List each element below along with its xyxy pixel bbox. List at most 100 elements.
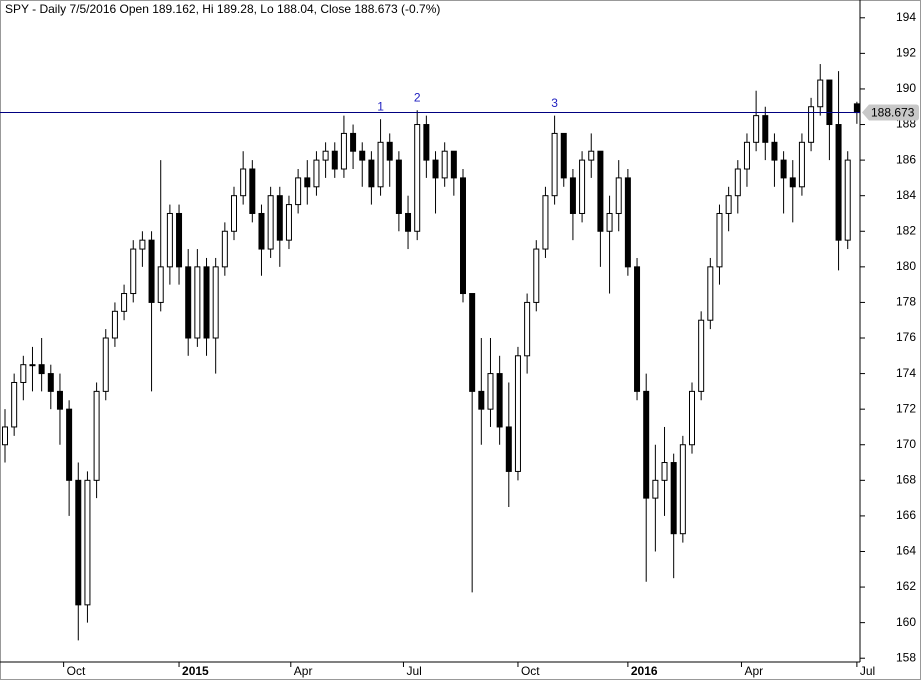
candle-body (139, 239, 146, 250)
y-tick-label: 170 (896, 437, 916, 451)
x-tick-label: Jul (860, 664, 875, 678)
candle-body (478, 390, 485, 410)
y-tick-label: 194 (896, 10, 916, 24)
candle-body (405, 212, 412, 232)
candle-body (285, 204, 292, 241)
x-tick-label: 2016 (631, 664, 658, 678)
candle-body (551, 132, 558, 197)
candle-body (725, 195, 732, 214)
candle-body (514, 355, 521, 472)
candle-body (579, 159, 586, 214)
candle-body (20, 364, 27, 383)
y-tick-label: 172 (896, 401, 916, 415)
candle-body (789, 177, 796, 188)
candle-body (231, 195, 237, 232)
candle-body (743, 141, 750, 170)
x-tick-label: Oct (67, 664, 86, 678)
candle-body (93, 390, 100, 481)
candle-body (377, 141, 384, 188)
candle-body (194, 266, 201, 339)
candle-body (423, 124, 430, 161)
candle-body (588, 150, 595, 161)
candle-body (11, 381, 18, 428)
y-tick-label: 176 (896, 330, 916, 344)
candle-body (734, 168, 741, 197)
candle-body (221, 230, 228, 268)
candle-body (615, 177, 622, 214)
candle-body (808, 106, 815, 143)
x-tick-label: Oct (521, 664, 540, 678)
candle-body (148, 239, 155, 303)
x-tick-label: Apr (294, 664, 313, 678)
candle-body (661, 462, 668, 481)
y-tick-label: 162 (896, 579, 916, 593)
candle-body (780, 159, 787, 179)
y-tick-label: 168 (896, 472, 916, 486)
candle-body (560, 132, 567, 179)
candle-body (185, 266, 192, 339)
candle-body (276, 195, 283, 241)
candle-body (505, 426, 512, 472)
candle-body (624, 177, 631, 268)
candle-body (368, 159, 375, 188)
y-tick-label: 178 (896, 295, 916, 309)
annotation: 3 (551, 96, 558, 110)
y-tick-label: 164 (896, 544, 916, 558)
y-tick-label: 160 (896, 615, 916, 629)
candle-body (652, 479, 659, 499)
x-tick-label: Apr (744, 664, 763, 678)
candle-body (130, 248, 137, 295)
candle-body (203, 266, 210, 339)
y-tick-label: 180 (896, 259, 916, 273)
annotation: 1 (377, 99, 384, 113)
candle-body (111, 310, 118, 339)
candle-body (716, 212, 723, 268)
x-tick-label: 2015 (182, 664, 209, 678)
candle-body (313, 159, 320, 188)
candle-body (350, 132, 357, 152)
chart-title: SPY - Daily 7/5/2016 Open 189.162, Hi 18… (5, 2, 440, 16)
candle-body (487, 373, 494, 410)
candle-body (597, 150, 604, 232)
candle-body (322, 150, 329, 161)
candle-body (679, 444, 686, 535)
y-tick-label: 182 (896, 223, 916, 237)
candle-body (542, 195, 549, 250)
candle-body (304, 177, 311, 188)
candle-body (469, 293, 476, 392)
candle-body (606, 212, 613, 232)
candle-body (414, 124, 421, 232)
y-tick-label: 174 (896, 366, 916, 380)
candle-body (844, 159, 851, 241)
y-tick-label: 186 (896, 152, 916, 166)
candle-body (267, 195, 274, 250)
candle-body (670, 462, 677, 535)
candle-body (240, 168, 247, 197)
candle-body (441, 150, 448, 179)
candle-body (66, 408, 73, 481)
annotation: 2 (414, 90, 421, 104)
candle-body (460, 177, 466, 295)
candle-body (84, 479, 91, 606)
y-tick-label: 192 (896, 46, 916, 60)
candle-body (331, 150, 338, 170)
y-tick-label: 184 (896, 188, 916, 202)
candle-body (166, 212, 173, 268)
candle-body (817, 79, 824, 108)
candle-body (340, 132, 347, 170)
candle-body (753, 115, 760, 143)
candle-body (395, 159, 402, 214)
candle-body (533, 248, 540, 303)
candle-body (295, 177, 302, 206)
candle-body (157, 266, 164, 303)
candle-body (386, 141, 393, 161)
price-tag-label: 188.673 (871, 106, 915, 120)
candle-body (826, 79, 833, 126)
candle-body (359, 150, 366, 161)
candle-body (698, 319, 705, 392)
candle-body (835, 124, 842, 241)
candle-body (56, 390, 63, 410)
candle-body (798, 141, 805, 188)
